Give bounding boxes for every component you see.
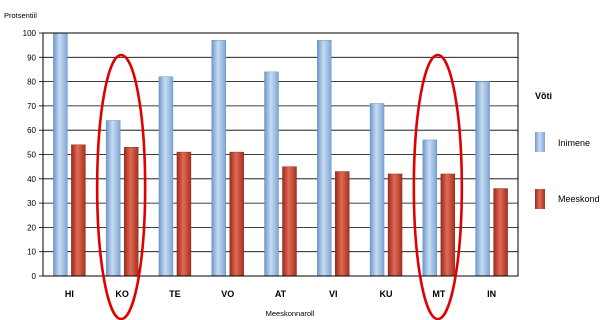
bar-inimene-vi: [317, 40, 332, 277]
bar-meeskond-in: [493, 188, 508, 277]
y-tick-label: 0: [32, 272, 37, 281]
y-tick-label: 50: [27, 151, 36, 160]
x-tick-label: TE: [169, 289, 181, 299]
y-tick-label: 20: [27, 223, 36, 232]
y-tick-label: 40: [27, 175, 36, 184]
legend-label-meeskond: Meeskond: [558, 194, 600, 204]
highlight-ellipse-mt: [412, 53, 464, 320]
legend-swatch-inimene: [535, 132, 545, 152]
x-axis-title: Meeskonnaroll: [266, 309, 315, 318]
y-tick-labels: 0 10 20 30 40 50 60 70 80 90 100: [23, 29, 37, 281]
bar-meeskond-ku: [387, 173, 403, 277]
bar-meeskond-at: [282, 166, 297, 277]
bar-inimene-hi: [53, 32, 68, 277]
legend-swatch-meeskond: [535, 189, 545, 209]
y-tick-label: 60: [27, 126, 36, 135]
x-tick-label: KU: [380, 289, 393, 299]
x-tick-label: MT: [432, 289, 445, 299]
bar-inimene-vo: [211, 40, 226, 277]
bar-inimene-mt: [422, 139, 438, 277]
x-tick-label: IN: [487, 289, 496, 299]
x-tick-labels: HI KO TE VO AT VI KU MT IN: [65, 289, 496, 299]
bar-meeskond-hi: [71, 144, 86, 277]
x-tick-label: VO: [221, 289, 234, 299]
y-tick-label: 90: [27, 53, 36, 62]
annotations: [95, 53, 464, 320]
bar-meeskond-vi: [335, 171, 350, 277]
x-tick-label: VI: [329, 289, 338, 299]
bar-inimene-at: [264, 71, 279, 277]
bar-meeskond-mt: [440, 173, 456, 277]
y-tick-label: 30: [27, 199, 36, 208]
plot-frame: [42, 32, 519, 277]
y-tick-label: 100: [23, 29, 37, 38]
y-tick-label: 70: [27, 102, 36, 111]
y-axis-title: Protsentiil: [4, 11, 37, 20]
highlight-ellipse-ko: [95, 53, 147, 320]
bar-inimene-ku: [369, 103, 385, 277]
x-tick-label: KO: [115, 289, 129, 299]
y-tick-label: 80: [27, 78, 36, 87]
legend: Võti Inimene Meeskond: [535, 91, 600, 209]
bar-inimene-ko: [105, 120, 121, 277]
x-tick-label: AT: [275, 289, 287, 299]
bar-inimene-te: [158, 76, 174, 277]
bar-meeskond-te: [176, 151, 192, 277]
y-tick-label: 10: [27, 248, 36, 257]
legend-label-inimene: Inimene: [558, 138, 590, 148]
x-tick-label: HI: [65, 289, 74, 299]
legend-title: Võti: [535, 91, 552, 101]
bar-inimene-in: [475, 81, 490, 277]
bar-meeskond-ko: [123, 147, 139, 277]
gridlines: [39, 32, 518, 277]
bar-meeskond-vo: [229, 151, 244, 277]
